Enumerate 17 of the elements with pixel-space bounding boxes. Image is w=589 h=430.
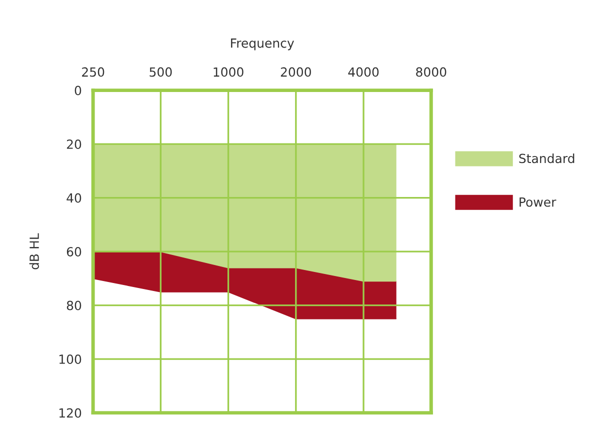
y-tick-label: 100 — [59, 354, 82, 364]
legend-label: Power — [520, 197, 556, 207]
y-tick-label: 80 — [66, 300, 82, 310]
y-tick-label: 60 — [66, 247, 82, 256]
x-tick-label: 500 — [150, 67, 172, 77]
x-tick-label: 250 — [82, 67, 104, 77]
y-tick-label: 0 — [74, 86, 82, 96]
y-tick-label: 20 — [66, 140, 82, 149]
x-tick-label: 8000 — [416, 67, 446, 77]
y-tick-label: 40 — [66, 193, 82, 203]
y-axis-title: dB HL — [29, 233, 40, 270]
x-tick-label: 4000 — [348, 67, 379, 77]
x-tick-label: 1000 — [214, 67, 244, 77]
legend-label: Standard — [519, 153, 574, 164]
y-tick-label: 120 — [59, 408, 82, 418]
x-tick-label: 2000 — [280, 67, 311, 77]
x-axis-title: Frequency — [231, 38, 294, 50]
